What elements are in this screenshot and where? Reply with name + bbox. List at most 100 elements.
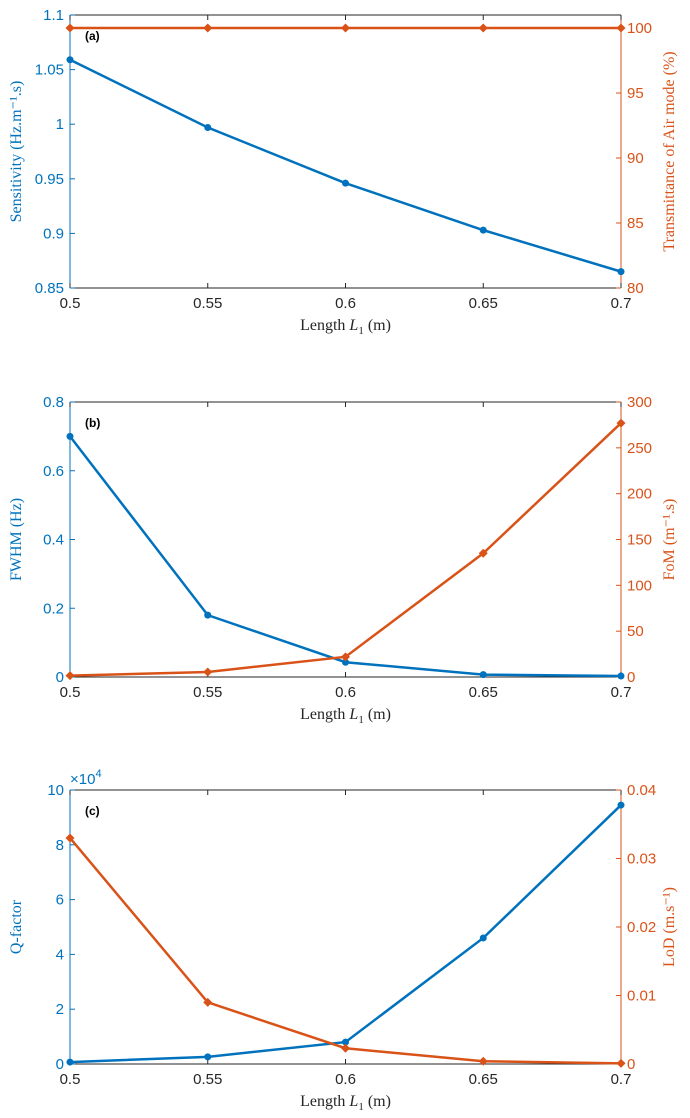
left-series-point <box>342 1038 349 1046</box>
left-series-point <box>204 611 212 619</box>
right-y-tick-label: 0 <box>627 1056 635 1073</box>
x-tick-label: 0.7 <box>611 295 632 312</box>
x-tick-label: 0.55 <box>193 684 222 701</box>
left-y-tick-label: 0.85 <box>35 280 64 297</box>
x-tick-label: 0.7 <box>611 684 632 701</box>
left-y-tick-label: 8 <box>56 837 64 854</box>
left-series-line <box>69 58 622 273</box>
panel-label: (a) <box>85 29 100 43</box>
left-series-point <box>204 1053 212 1061</box>
x-tick-label: 0.65 <box>469 684 498 701</box>
panel-3: 0.5 0.55 0.6 0.65 0.7024681000.010.020.030.0… <box>8 768 678 1113</box>
left-y-tick-label: 0.2 <box>43 600 64 617</box>
right-y-tick-label: 300 <box>627 394 652 411</box>
left-series-point <box>617 268 625 276</box>
left-series-line <box>69 435 622 678</box>
right-y-tick-label: 150 <box>627 532 652 549</box>
x-tick-label: 0.6 <box>335 684 356 701</box>
right-series-point <box>478 23 488 33</box>
x-tick-label: 0.5 <box>60 684 81 701</box>
x-label-prefix: Length <box>300 317 349 334</box>
panel-2: 0.5 0.55 0.6 0.65 0.700.20.40.60.80501001502… <box>8 394 678 726</box>
x-tick-label: 0.65 <box>469 1071 498 1088</box>
left-series-point <box>66 1058 74 1066</box>
panel-label: (c) <box>85 804 100 818</box>
x-label-suffix: (m) <box>364 706 391 723</box>
right-series-point <box>65 23 75 33</box>
left-series-point <box>66 432 74 440</box>
right-y-tick-label: 0.03 <box>627 851 656 868</box>
x-tick-label: 0.5 <box>60 295 81 312</box>
right-y-tick-label: 200 <box>627 486 652 503</box>
left-series-point <box>342 658 349 666</box>
x-label-subscript: 1 <box>358 325 364 337</box>
x-tick-label: 0.7 <box>611 1071 632 1088</box>
right-y-tick-label: 0.02 <box>627 919 656 936</box>
left-y-tick-label: 1 <box>56 116 64 133</box>
right-series-line <box>69 422 622 677</box>
left-y-tick-label: 0.95 <box>35 171 64 188</box>
right-series-point <box>478 548 488 558</box>
right-y-axis-label: FoM (m⁻¹.s) <box>661 499 678 581</box>
right-series-point <box>478 1056 488 1066</box>
left-y-axis-label: FWHM (Hz) <box>8 498 25 581</box>
right-y-tick-label: 95 <box>627 85 644 102</box>
left-series-point <box>479 934 487 942</box>
left-y-tick-label: 0.8 <box>43 394 64 411</box>
left-y-tick-label: 0 <box>56 669 64 686</box>
x-label-prefix: Length <box>300 706 349 723</box>
y-exponent-base: ×10 <box>70 771 95 788</box>
left-y-tick-label: 10 <box>47 782 64 799</box>
right-series-point <box>203 997 213 1007</box>
right-y-tick-label: 90 <box>627 150 644 167</box>
left-y-axis-label: Q-factor <box>8 899 25 954</box>
left-y-tick-label: 1.05 <box>35 62 64 79</box>
panel-label: (b) <box>85 416 100 430</box>
x-label-variable: L <box>348 706 358 723</box>
right-y-tick-label: 50 <box>627 623 644 640</box>
right-y-axis-label: Transmittance of Air mode (%) <box>661 51 678 251</box>
right-series-point <box>65 671 75 681</box>
right-y-tick-label: 100 <box>627 20 652 37</box>
x-tick-label: 0.5 <box>60 1071 81 1088</box>
right-series-point <box>341 652 350 662</box>
right-y-axis-label: LoD (m.s⁻¹) <box>661 887 678 967</box>
x-label-suffix: (m) <box>364 317 391 334</box>
x-tick-label: 0.55 <box>193 1071 222 1088</box>
left-y-tick-label: 4 <box>56 946 64 963</box>
left-series-point <box>617 801 625 809</box>
left-y-axis-label: Sensitivity (Hz.m⁻¹.s) <box>8 81 25 223</box>
right-series-point <box>65 833 75 843</box>
left-series-point <box>479 671 487 679</box>
x-label-variable: L <box>348 1093 358 1110</box>
right-y-tick-label: 85 <box>627 215 644 232</box>
x-label-subscript: 1 <box>358 714 364 726</box>
right-series-point <box>341 23 350 33</box>
x-tick-label: 0.6 <box>335 295 356 312</box>
right-y-tick-label: 100 <box>627 577 652 594</box>
panel-1: 0.5 0.55 0.6 0.65 0.7 0.85 0.9 0.95 1 1.05 1.1 80 85… <box>8 7 678 337</box>
right-series-line <box>69 837 622 1065</box>
left-y-tick-label: 1.1 <box>43 7 64 24</box>
left-series-point <box>66 56 74 64</box>
left-series-line <box>69 804 622 1064</box>
right-series-point <box>616 418 626 428</box>
x-label-variable: L <box>348 317 358 334</box>
right-series-point <box>341 1043 350 1053</box>
y-exponent-power: 4 <box>95 768 101 780</box>
right-series-point <box>616 23 626 33</box>
right-y-tick-label: 0.01 <box>627 988 656 1005</box>
x-label-prefix: Length <box>300 1093 349 1110</box>
right-y-tick-label: 80 <box>627 280 644 297</box>
x-axis-label: Length L1 (m) <box>300 706 391 726</box>
x-label-suffix: (m) <box>364 1093 391 1110</box>
x-tick-label: 0.6 <box>335 1071 356 1088</box>
left-y-tick-label: 6 <box>56 892 64 909</box>
x-tick-label: 0.65 <box>469 295 498 312</box>
left-y-tick-label: 2 <box>56 1001 64 1018</box>
right-series-point <box>203 23 213 33</box>
x-axis-label: Length L1 (m) <box>300 1093 391 1113</box>
right-y-tick-label: 0 <box>627 669 635 686</box>
x-label-subscript: 1 <box>358 1101 364 1113</box>
